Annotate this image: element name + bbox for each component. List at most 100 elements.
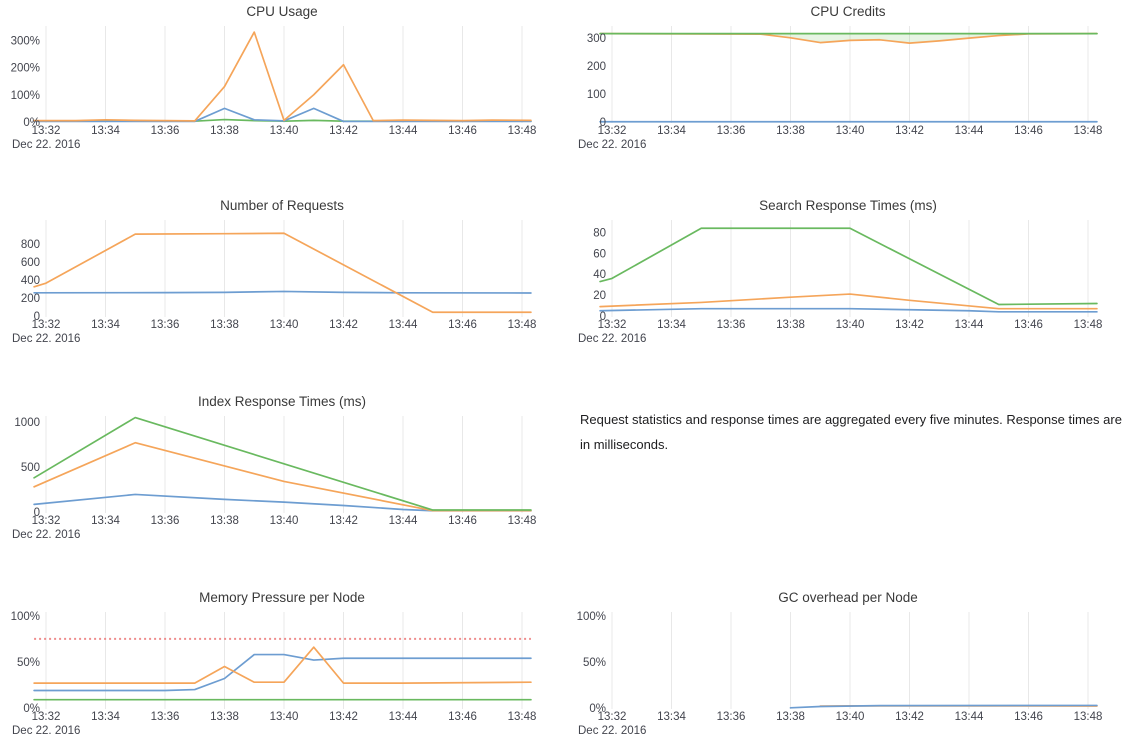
svg-text:13:34: 13:34 <box>91 711 120 723</box>
svg-text:13:38: 13:38 <box>210 125 239 137</box>
x-axis-date-label: Dec 22. 2016 <box>12 725 80 737</box>
y-axis-labels: 0 20 40 60 80 <box>593 227 606 323</box>
x-gridlines <box>611 26 1089 123</box>
svg-text:13:42: 13:42 <box>895 319 924 331</box>
svg-text:60: 60 <box>593 248 606 260</box>
x-gridlines <box>45 220 523 317</box>
y-axis-labels: 0 100 200 300 <box>587 33 606 129</box>
x-axis-labels: 13:32 13:34 13:36 13:38 13:40 13:42 13:44 13:46… <box>32 319 537 331</box>
series-line-orange <box>599 293 1098 310</box>
x-axis-labels: 13:32 13:34 13:36 13:38 13:40 13:42 13:44 13:46… <box>598 125 1103 137</box>
x-gridlines <box>45 612 523 709</box>
svg-text:200%: 200% <box>11 63 40 75</box>
svg-text:13:44: 13:44 <box>389 125 418 137</box>
series-line-green <box>599 227 1098 306</box>
svg-text:13:38: 13:38 <box>210 515 239 527</box>
series-line-orange <box>599 32 1098 45</box>
svg-text:13:32: 13:32 <box>598 125 627 137</box>
chart-memory-pressure-per-node: Memory Pressure per Node 0% 50% 100% 13:32 13… <box>0 586 565 741</box>
svg-text:13:48: 13:48 <box>508 711 537 723</box>
svg-text:13:34: 13:34 <box>91 319 120 331</box>
svg-text:13:44: 13:44 <box>955 319 984 331</box>
aggregation-note: Request statistics and response times ar… <box>580 412 1122 452</box>
chart-title: CPU Credits <box>810 4 885 19</box>
chart-title: Number of Requests <box>220 198 344 213</box>
svg-text:80: 80 <box>593 227 606 239</box>
svg-text:13:44: 13:44 <box>389 319 418 331</box>
x-axis-date-label: Dec 22. 2016 <box>12 529 80 541</box>
svg-text:13:32: 13:32 <box>32 319 61 331</box>
svg-text:13:46: 13:46 <box>448 711 477 723</box>
svg-text:13:34: 13:34 <box>657 125 686 137</box>
svg-text:200: 200 <box>21 293 40 305</box>
svg-text:13:46: 13:46 <box>448 125 477 137</box>
svg-text:0: 0 <box>600 311 606 323</box>
svg-text:0: 0 <box>34 507 40 519</box>
x-axis-date-label: Dec 22. 2016 <box>578 139 646 151</box>
svg-text:0: 0 <box>600 117 606 129</box>
x-axis-labels: 13:32 13:34 13:36 13:38 13:40 13:42 13:44 13:46… <box>32 711 537 723</box>
chart-cpu-usage: CPU Usage 0% 100% 200% 300% 13:32 13:34 13:36 13… <box>0 0 565 168</box>
svg-text:13:46: 13:46 <box>1014 125 1043 137</box>
x-gridlines <box>611 612 1089 709</box>
chart-title: Search Response Times (ms) <box>759 198 937 213</box>
line-chart-canvas: Search Response Times (ms) 0 20 40 60 80 13:32… <box>578 198 1103 345</box>
svg-text:300%: 300% <box>11 35 40 47</box>
svg-text:13:36: 13:36 <box>717 125 746 137</box>
svg-text:13:48: 13:48 <box>1074 319 1103 331</box>
svg-text:100: 100 <box>587 89 606 101</box>
svg-text:13:44: 13:44 <box>389 711 418 723</box>
svg-text:100%: 100% <box>11 611 40 623</box>
svg-text:100%: 100% <box>577 611 606 623</box>
series-line-blue <box>33 107 532 123</box>
svg-text:13:38: 13:38 <box>210 319 239 331</box>
x-axis-date-label: Dec 22. 2016 <box>12 333 80 345</box>
svg-text:13:38: 13:38 <box>210 711 239 723</box>
series-line-green <box>33 416 532 511</box>
svg-text:13:36: 13:36 <box>151 711 180 723</box>
svg-text:300: 300 <box>587 33 606 45</box>
svg-text:13:42: 13:42 <box>329 319 358 331</box>
x-axis-date-label: Dec 22. 2016 <box>12 139 80 151</box>
svg-text:13:32: 13:32 <box>32 711 61 723</box>
series-line-orange <box>33 441 532 512</box>
x-axis-labels: 13:32 13:34 13:36 13:38 13:40 13:42 13:44 13:46… <box>598 319 1103 331</box>
svg-text:0: 0 <box>34 311 40 323</box>
svg-text:13:46: 13:46 <box>1014 711 1043 723</box>
svg-text:400: 400 <box>21 275 40 287</box>
svg-text:13:48: 13:48 <box>1074 711 1103 723</box>
series-line-orange <box>33 646 532 684</box>
x-axis-date-label: Dec 22. 2016 <box>578 725 646 737</box>
svg-text:13:42: 13:42 <box>329 711 358 723</box>
svg-text:13:34: 13:34 <box>91 515 120 527</box>
svg-text:13:46: 13:46 <box>448 319 477 331</box>
credits-fill-area <box>600 33 1097 44</box>
chart-title: Index Response Times (ms) <box>198 394 366 409</box>
svg-text:20: 20 <box>593 290 606 302</box>
svg-text:13:34: 13:34 <box>657 711 686 723</box>
series-line-blue <box>33 290 532 294</box>
svg-text:13:42: 13:42 <box>329 125 358 137</box>
svg-text:13:40: 13:40 <box>270 125 299 137</box>
svg-text:13:36: 13:36 <box>717 319 746 331</box>
svg-text:13:38: 13:38 <box>776 711 805 723</box>
svg-text:13:42: 13:42 <box>895 711 924 723</box>
chart-title: CPU Usage <box>246 4 317 19</box>
svg-text:0%: 0% <box>23 703 40 715</box>
svg-text:13:36: 13:36 <box>151 515 180 527</box>
svg-text:13:32: 13:32 <box>32 515 61 527</box>
svg-text:13:32: 13:32 <box>32 125 61 137</box>
y-axis-labels: 0% 50% 100% <box>577 611 606 715</box>
svg-text:50%: 50% <box>17 657 40 669</box>
svg-text:13:46: 13:46 <box>448 515 477 527</box>
svg-text:13:42: 13:42 <box>329 515 358 527</box>
svg-text:800: 800 <box>21 239 40 251</box>
series-line-blue <box>33 493 532 512</box>
svg-text:13:32: 13:32 <box>598 711 627 723</box>
svg-text:13:36: 13:36 <box>717 711 746 723</box>
svg-text:13:40: 13:40 <box>836 125 865 137</box>
